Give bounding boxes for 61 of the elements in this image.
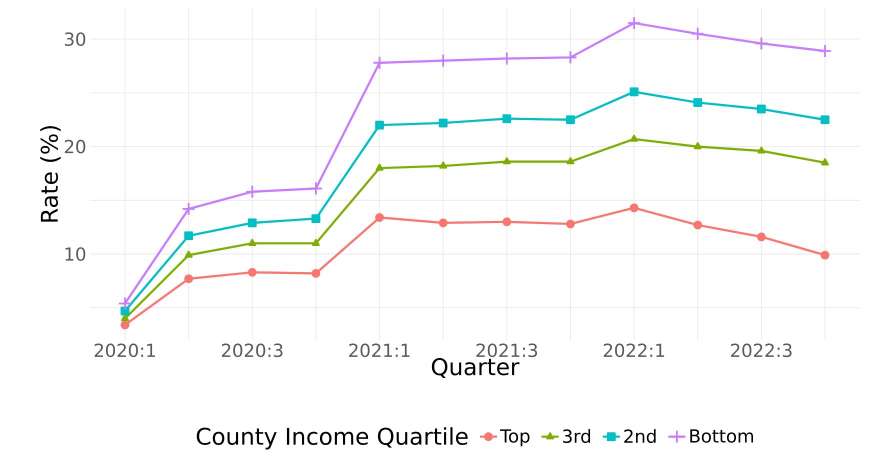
point bbox=[245, 184, 260, 199]
point bbox=[182, 202, 196, 216]
point bbox=[248, 268, 257, 277]
point bbox=[118, 296, 132, 310]
point bbox=[566, 115, 575, 124]
point bbox=[821, 158, 829, 166]
point bbox=[248, 238, 256, 246]
point bbox=[184, 231, 194, 240]
x-tick-label: 2020:3 bbox=[222, 344, 282, 358]
point bbox=[502, 114, 512, 124]
point bbox=[818, 44, 832, 58]
point bbox=[630, 203, 638, 212]
point bbox=[120, 306, 130, 316]
point bbox=[184, 250, 193, 258]
legend-label: 2nd bbox=[624, 429, 656, 444]
point bbox=[438, 218, 448, 228]
point bbox=[439, 162, 448, 169]
point bbox=[694, 142, 702, 150]
point bbox=[820, 115, 830, 124]
point bbox=[566, 220, 575, 228]
point bbox=[120, 320, 130, 330]
point bbox=[376, 164, 384, 171]
y-tick-label: 10 bbox=[66, 247, 86, 261]
point bbox=[627, 16, 641, 30]
x-tick-label: 2022:1 bbox=[604, 344, 664, 358]
point bbox=[248, 218, 257, 228]
point bbox=[693, 220, 702, 230]
point bbox=[756, 232, 766, 242]
point bbox=[690, 26, 705, 41]
point bbox=[693, 98, 702, 107]
point bbox=[502, 217, 512, 226]
point bbox=[121, 314, 129, 322]
y-tick-label: 30 bbox=[64, 32, 86, 46]
x-tick-label: 2020:1 bbox=[94, 344, 155, 358]
x-axis-title: Quarter bbox=[432, 358, 520, 378]
point bbox=[820, 250, 830, 260]
point bbox=[312, 214, 320, 223]
point bbox=[754, 36, 768, 50]
point bbox=[756, 104, 766, 114]
point bbox=[312, 268, 320, 278]
legend-title: County Income Quartile bbox=[196, 427, 468, 450]
legend-label: 3rd bbox=[563, 429, 590, 444]
point bbox=[630, 87, 638, 96]
point bbox=[438, 118, 448, 128]
point bbox=[757, 146, 766, 154]
x-tick-label: 2021:3 bbox=[476, 344, 538, 358]
point bbox=[630, 134, 638, 142]
x-tick-label: 2021:1 bbox=[349, 344, 410, 358]
point bbox=[309, 182, 323, 196]
x-tick-label: 2022:3 bbox=[731, 344, 792, 358]
point bbox=[566, 157, 574, 164]
point bbox=[312, 238, 320, 246]
point bbox=[375, 120, 384, 130]
point bbox=[502, 157, 511, 164]
point bbox=[184, 274, 194, 284]
y-tick-label: 20 bbox=[64, 140, 86, 154]
y-axis-title: Rate (%) bbox=[40, 126, 61, 222]
point bbox=[372, 56, 386, 70]
legend-label: Bottom bbox=[690, 429, 754, 443]
point bbox=[375, 213, 384, 222]
legend-label: Top bbox=[500, 429, 530, 446]
